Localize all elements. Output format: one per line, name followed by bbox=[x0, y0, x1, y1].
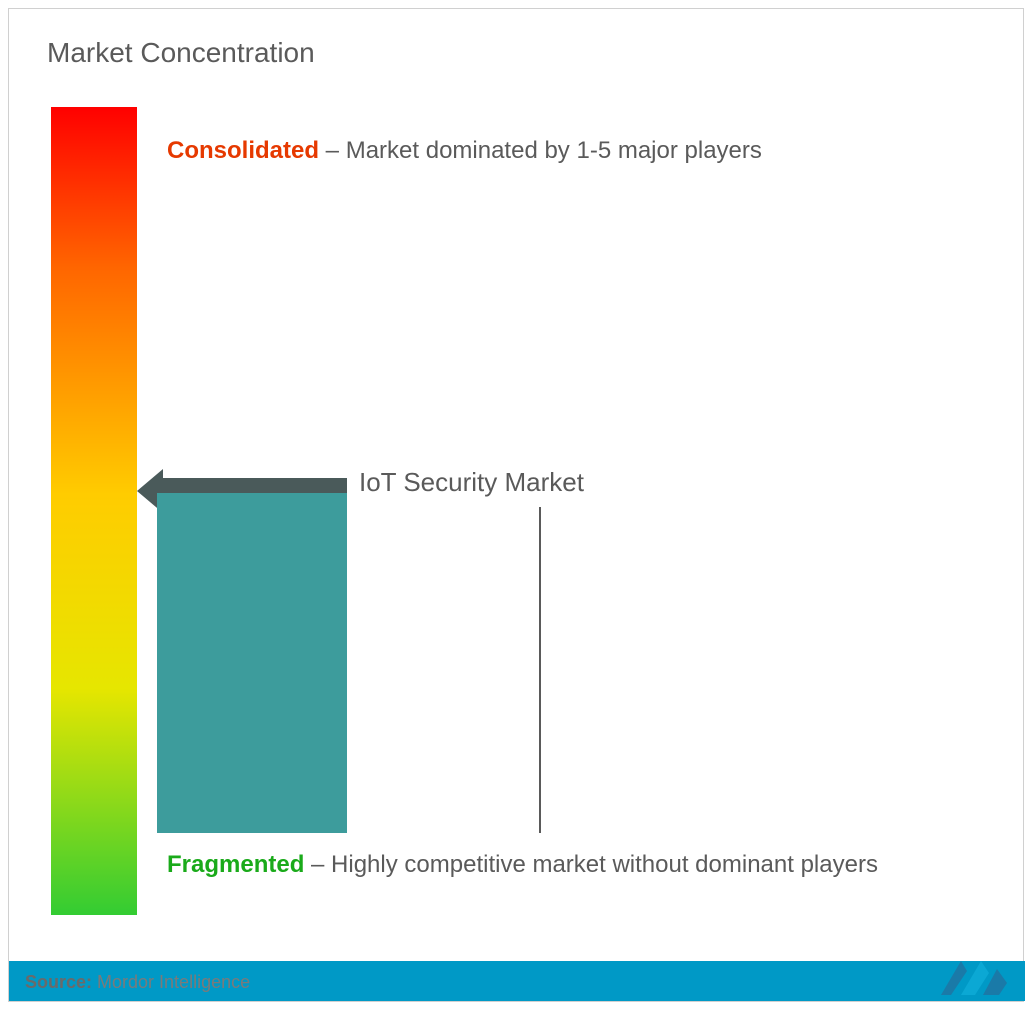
diagram-container: Market Concentration Consolidated – Mark… bbox=[8, 8, 1024, 1002]
source-text: Mordor Intelligence bbox=[92, 972, 250, 992]
source-label: Source: Mordor Intelligence bbox=[25, 972, 250, 993]
mordor-logo-icon bbox=[941, 953, 1011, 999]
marker-leader-line bbox=[539, 507, 541, 833]
fragmented-label: Fragmented – Highly competitive market w… bbox=[167, 845, 983, 886]
diagram-title: Market Concentration bbox=[47, 37, 315, 69]
marker-label: IoT Security Market bbox=[359, 467, 584, 498]
consolidated-highlight: Consolidated bbox=[167, 137, 319, 164]
concentration-gradient-bar bbox=[51, 107, 137, 915]
fragmented-highlight: Fragmented bbox=[167, 851, 304, 878]
consolidated-label: Consolidated – Market dominated by 1-5 m… bbox=[167, 133, 762, 169]
marker-box bbox=[157, 493, 347, 833]
fragmented-text: – Highly competitive market without domi… bbox=[304, 851, 878, 878]
consolidated-text: – Market dominated by 1-5 major players bbox=[319, 137, 762, 164]
source-bold: Source: bbox=[25, 972, 92, 992]
